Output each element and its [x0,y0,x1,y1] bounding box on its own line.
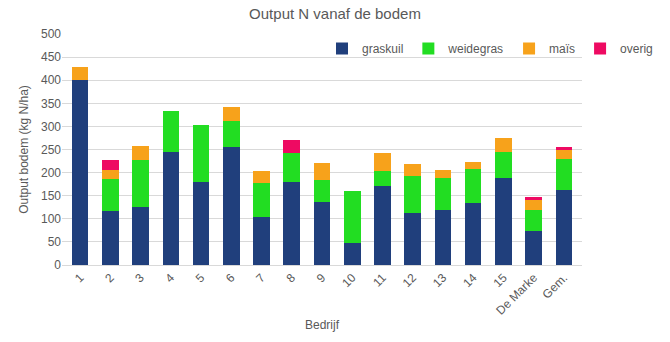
svg-text:12: 12 [400,271,420,291]
svg-text:15: 15 [490,271,510,291]
svg-text:2: 2 [102,271,117,286]
svg-text:10: 10 [339,271,359,291]
svg-text:Gem.: Gem. [540,271,571,302]
svg-text:300: 300 [41,120,61,134]
svg-text:14: 14 [460,271,480,291]
svg-text:overig: overig [620,42,653,56]
svg-text:4: 4 [163,271,178,286]
svg-text:5: 5 [193,271,208,286]
svg-text:200: 200 [41,166,61,180]
svg-text:8: 8 [284,271,299,286]
svg-text:250: 250 [41,143,61,157]
svg-text:13: 13 [430,271,450,291]
svg-text:500: 500 [41,27,61,41]
svg-text:11: 11 [370,271,389,290]
svg-text:450: 450 [41,50,61,64]
svg-text:6: 6 [223,271,238,286]
svg-text:Bedrijf: Bedrijf [305,318,340,332]
svg-text:De Marke: De Marke [493,271,540,318]
svg-text:400: 400 [41,73,61,87]
svg-text:50: 50 [48,235,62,249]
svg-text:weidegras: weidegras [447,42,503,56]
svg-text:graskuil: graskuil [362,42,403,56]
svg-text:Output N vanaf de bodem: Output N vanaf de bodem [249,5,421,22]
svg-text:3: 3 [132,271,147,286]
svg-text:350: 350 [41,97,61,111]
svg-text:maïs: maïs [549,42,575,56]
svg-text:100: 100 [41,212,61,226]
svg-text:150: 150 [41,189,61,203]
svg-text:0: 0 [54,258,61,272]
svg-text:1: 1 [72,271,87,286]
svg-text:Output bodem (kg N/ha): Output bodem (kg N/ha) [17,85,31,214]
svg-text:9: 9 [314,271,329,286]
svg-text:7: 7 [253,271,268,286]
